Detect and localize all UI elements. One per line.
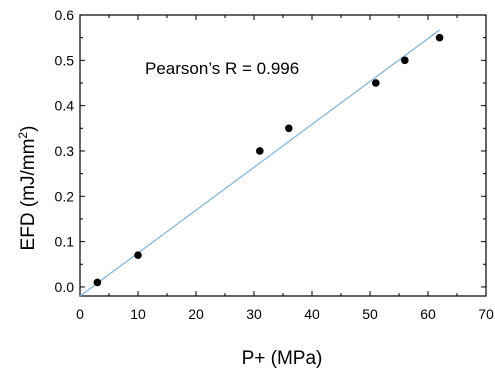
x-tick-label: 0: [76, 306, 84, 322]
data-point: [372, 79, 380, 87]
x-tick-label: 60: [420, 306, 436, 322]
y-tick-label: 0.3: [55, 143, 75, 159]
y-tick-label: 0.6: [55, 7, 75, 23]
y-tick-label: 0.1: [55, 234, 75, 250]
x-tick-label: 40: [304, 306, 320, 322]
data-point: [401, 56, 409, 65]
y-tick-label: 0.4: [55, 98, 75, 114]
y-axis-title-main: EFD (mJ/mm: [18, 139, 39, 251]
x-tick-label: 10: [130, 306, 146, 322]
y-tick-label: 0.2: [55, 188, 75, 204]
x-tick-label: 20: [188, 306, 204, 322]
fit-line: [79, 29, 440, 297]
x-tick-label: 70: [478, 306, 494, 322]
data-point: [255, 147, 264, 155]
data-point: [93, 278, 102, 287]
fit-line-group: [79, 29, 440, 297]
x-tick-label: 30: [246, 306, 262, 322]
data-points: [93, 33, 444, 287]
y-axis-title-superscript: 2: [16, 132, 30, 139]
data-point: [285, 124, 293, 133]
x-tick-label: 50: [362, 306, 378, 322]
x-axis-title: P+ (MPa): [242, 348, 323, 369]
y-tick-label: 0.5: [55, 52, 75, 68]
data-point: [134, 251, 142, 260]
tick-labels: 0 10 20 30 40 50 60 70 0.0 0.1 0.2 0.3 0.4 0.5 0.6: [55, 7, 494, 322]
y-axis-title-close: ): [18, 126, 39, 132]
data-point: [435, 33, 444, 42]
y-tick-label: 0.0: [55, 279, 75, 295]
y-axis-title: EFD (mJ/mm2): [16, 126, 39, 251]
pearson-annotation: Pearson’s R = 0.996: [145, 59, 299, 78]
axis-ticks: [79, 14, 487, 296]
